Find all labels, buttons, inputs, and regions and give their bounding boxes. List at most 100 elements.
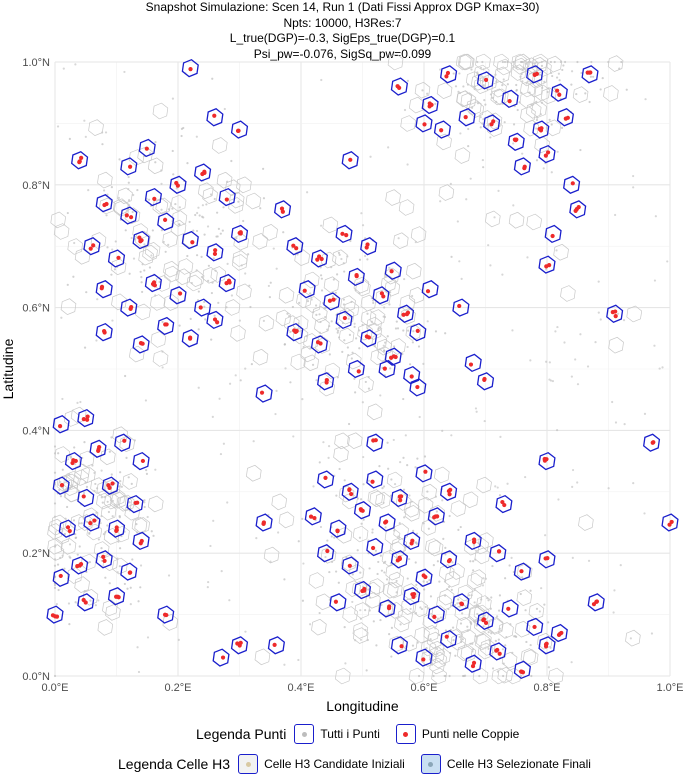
- pair-point: [67, 528, 72, 534]
- candidate-hex-cell: [367, 403, 383, 421]
- pair-point: [116, 255, 121, 260]
- all-point: [206, 586, 209, 589]
- candidate-hex-cell: [88, 119, 104, 137]
- candidate-hex-cell: [385, 189, 401, 206]
- candidate-hex-cell: [335, 667, 351, 685]
- all-point: [154, 161, 157, 164]
- all-point: [56, 563, 60, 566]
- all-point: [392, 438, 395, 442]
- all-point: [401, 352, 404, 356]
- all-point: [143, 505, 146, 509]
- all-point: [118, 565, 121, 568]
- all-point: [599, 318, 602, 321]
- candidate-hex-cell: [548, 667, 564, 685]
- all-point: [154, 141, 157, 144]
- all-point: [543, 603, 546, 606]
- all-point: [74, 463, 77, 466]
- all-point: [444, 546, 447, 549]
- candidate-hex-cell: [510, 64, 527, 81]
- all-point: [63, 567, 66, 570]
- selected-hex-cell: [46, 605, 64, 624]
- pair-point: [391, 354, 396, 359]
- all-point: [545, 360, 548, 363]
- candidate-hex-cell: [474, 633, 491, 651]
- all-point: [379, 554, 382, 557]
- selected-hex-cell: [310, 335, 328, 354]
- all-point: [150, 254, 153, 257]
- all-point: [139, 586, 142, 589]
- all-point: [283, 663, 286, 666]
- candidate-hex-cell: [405, 323, 422, 341]
- pair-point: [514, 137, 519, 142]
- all-point: [111, 248, 114, 251]
- all-point: [194, 213, 197, 217]
- all-point: [359, 571, 362, 574]
- pair-point: [613, 314, 618, 319]
- all-point: [297, 540, 300, 543]
- all-point: [104, 576, 107, 579]
- candidate-hex-cell: [387, 53, 404, 71]
- all-point: [73, 241, 76, 245]
- selected-hex-cell: [71, 556, 89, 575]
- selected-hex-cell: [138, 138, 156, 158]
- candidate-hex-cell: [119, 435, 135, 453]
- all-point: [244, 272, 247, 275]
- pair-point: [395, 84, 400, 89]
- all-point: [415, 542, 419, 545]
- candidate-hex-cell: [347, 432, 363, 450]
- pair-point: [344, 233, 349, 238]
- all-point: [207, 580, 210, 584]
- all-point: [550, 123, 553, 126]
- candidate-hex-cell: [308, 572, 325, 589]
- all-point: [161, 366, 164, 369]
- pair-point: [669, 519, 674, 525]
- selected-hex-cell: [329, 519, 347, 538]
- candidate-hex-cell: [381, 549, 398, 567]
- all-point: [422, 580, 425, 583]
- selected-hex-cell: [317, 470, 335, 489]
- all-point: [644, 98, 647, 101]
- all-point: [516, 108, 519, 112]
- candidate-hex-cell: [434, 466, 450, 484]
- candidate-hex-cell: [58, 474, 74, 491]
- pair-point: [188, 335, 193, 340]
- all-point: [483, 99, 486, 102]
- candidate-hex-cell: [409, 286, 425, 304]
- all-point: [268, 296, 271, 299]
- selected-hex-cell: [181, 230, 199, 250]
- selected-hex-cell: [157, 605, 175, 624]
- pair-point: [555, 88, 560, 93]
- all-point: [399, 623, 402, 626]
- all-point: [422, 362, 425, 365]
- all-point: [66, 211, 69, 215]
- all-point: [416, 457, 419, 460]
- selected-hex-cell: [132, 230, 150, 250]
- all-point: [188, 220, 191, 224]
- selected-hex-cell: [409, 322, 427, 342]
- all-point: [312, 485, 315, 488]
- pair-point: [347, 563, 352, 568]
- all-point: [124, 374, 127, 378]
- all-point: [110, 186, 113, 189]
- candidate-hex-cell: [334, 432, 350, 450]
- selected-hex-cell: [194, 298, 212, 317]
- y-axis-label: Latitudine: [0, 338, 16, 399]
- legend-key-pair-points: [395, 724, 416, 744]
- all-point: [417, 674, 421, 678]
- selected-hex-cell: [501, 599, 519, 618]
- all-point: [650, 632, 654, 635]
- all-point: [447, 585, 451, 589]
- all-point: [123, 582, 126, 586]
- pair-point: [545, 150, 551, 155]
- all-point: [221, 229, 224, 232]
- all-point: [622, 319, 626, 322]
- all-point: [209, 544, 212, 548]
- candidate-hex-cell: [553, 243, 569, 261]
- candidate-hex-cell: [129, 345, 145, 363]
- all-point: [466, 625, 469, 628]
- all-point: [309, 292, 312, 295]
- candidate-hex-cell: [300, 345, 316, 363]
- pair-point: [294, 328, 299, 334]
- all-point: [408, 557, 411, 561]
- pair-point: [163, 322, 168, 327]
